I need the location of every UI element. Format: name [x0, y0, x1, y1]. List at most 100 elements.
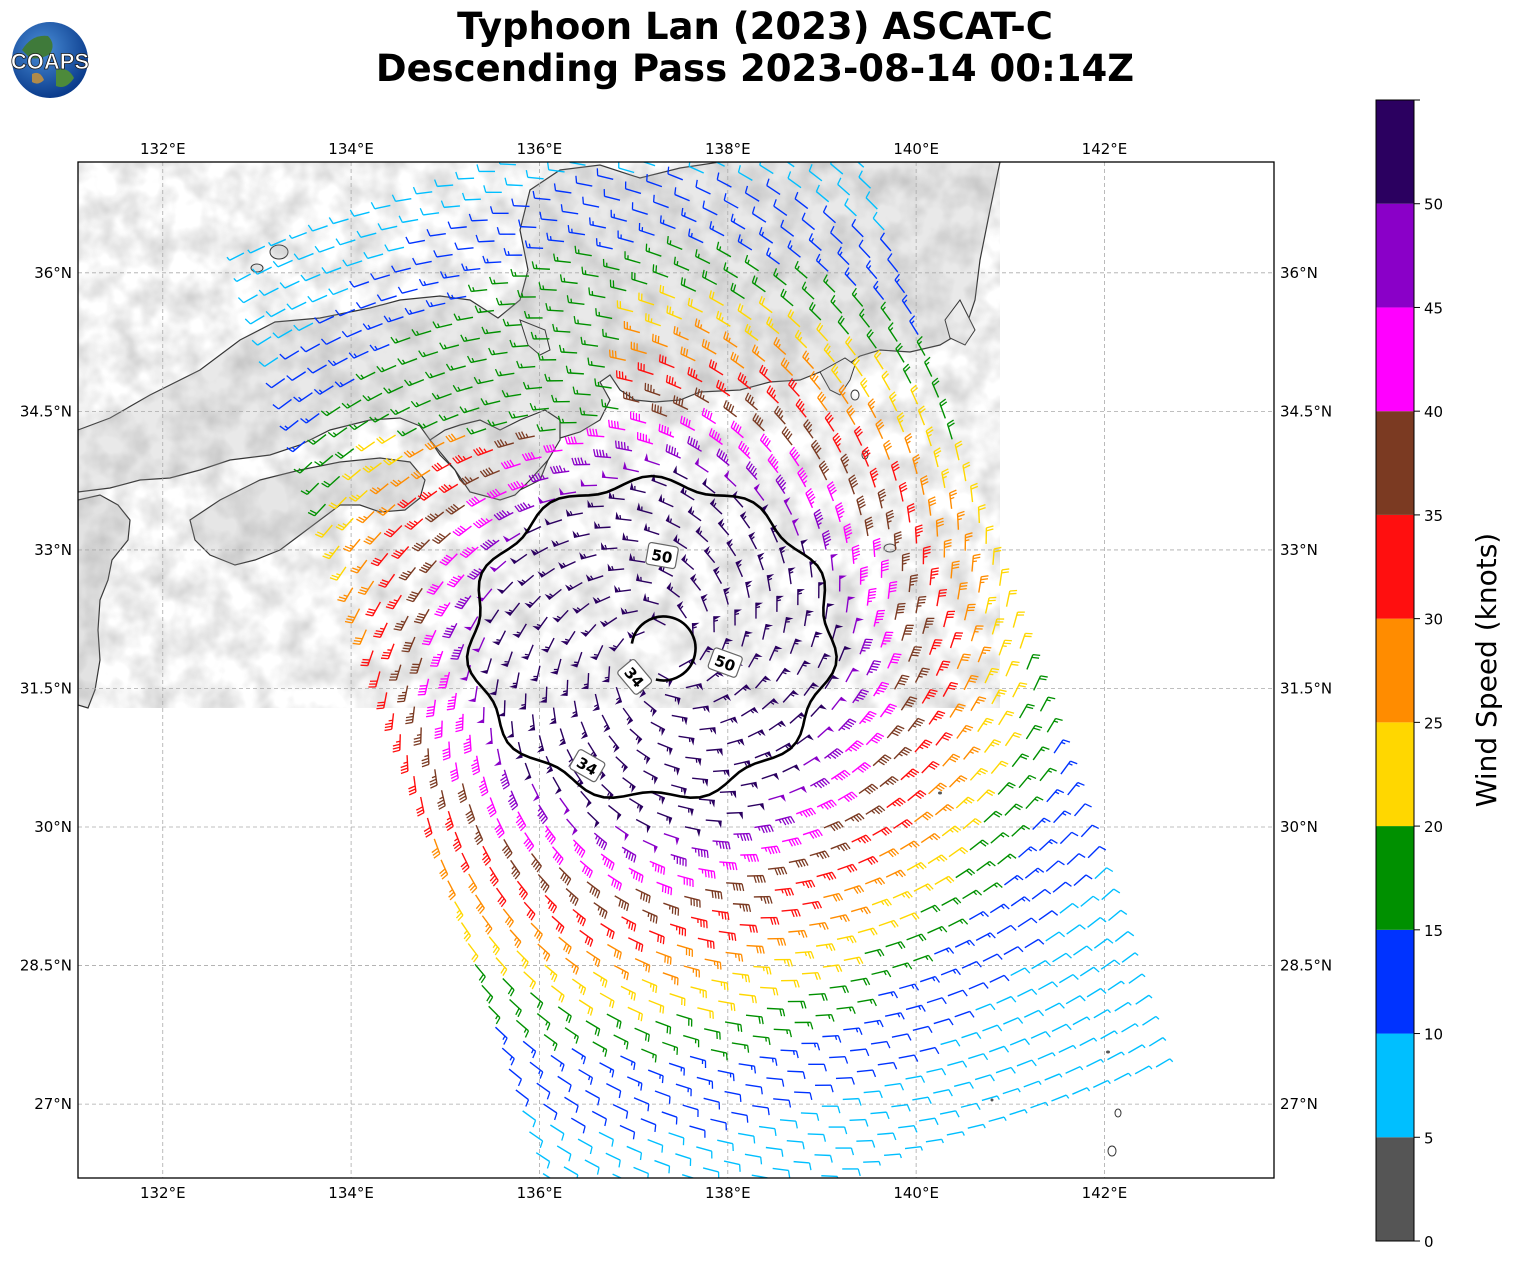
wind-barb — [593, 902, 608, 919]
wind-barb — [1024, 867, 1045, 879]
wind-barb — [1128, 1044, 1146, 1054]
wind-barb — [783, 497, 793, 515]
wind-barb — [723, 587, 731, 605]
wind-barb — [538, 282, 557, 291]
wind-barb — [516, 950, 529, 969]
wind-barb — [652, 264, 669, 278]
wind-barb — [634, 958, 651, 973]
wind-barb — [1011, 824, 1031, 837]
wind-barb — [518, 219, 537, 229]
wind-barb — [910, 384, 919, 405]
wind-barb — [350, 559, 368, 574]
wind-barb — [789, 638, 803, 654]
wind-barb — [767, 866, 788, 876]
wind-barb — [768, 794, 786, 802]
wind-barb — [566, 818, 578, 836]
wind-barb — [787, 309, 801, 328]
wind-barb — [946, 1131, 965, 1136]
wind-barb — [1079, 966, 1100, 977]
wind-barb — [674, 187, 690, 202]
wind-barb — [705, 819, 722, 829]
wind-barb — [314, 315, 335, 324]
wind-barb — [572, 386, 591, 396]
wind-barb — [251, 336, 272, 346]
wind-barb — [633, 1097, 650, 1112]
wind-barb — [706, 748, 723, 757]
wind-barb — [655, 951, 672, 965]
wind-barb — [780, 219, 795, 237]
wind-barb — [695, 525, 709, 543]
wind-barb — [733, 832, 753, 842]
wind-barb — [1045, 860, 1065, 872]
wind-barb — [459, 476, 480, 486]
wind-barb — [616, 300, 634, 313]
wind-barb — [778, 545, 787, 564]
wind-barb — [383, 455, 403, 466]
wind-barb — [948, 846, 969, 858]
wind-barb — [885, 509, 895, 530]
wind-barb — [754, 675, 772, 689]
wind-barb — [376, 504, 396, 516]
wind-barb — [335, 238, 356, 246]
wind-barb — [877, 1061, 898, 1070]
wind-barb — [397, 685, 409, 703]
wind-barb — [586, 428, 605, 438]
oki-island — [269, 244, 289, 260]
lat-tick-label-left: 34.5°N — [20, 402, 72, 420]
wind-barb — [293, 392, 313, 403]
wind-barb — [694, 387, 710, 404]
wind-barb — [417, 420, 438, 429]
wind-barb — [934, 947, 955, 955]
wind-barb — [265, 308, 286, 318]
wind-barb — [969, 767, 988, 781]
wind-barb — [390, 336, 411, 344]
wind-barb — [962, 818, 982, 830]
wind-barb — [495, 887, 507, 908]
wind-barb — [357, 580, 375, 596]
wind-barb — [466, 355, 487, 364]
wind-barb — [486, 797, 497, 818]
wind-barb — [496, 227, 516, 235]
wind-barb — [856, 1069, 877, 1078]
wind-barb — [794, 1091, 813, 1101]
wind-barb — [745, 1084, 763, 1095]
wind-barb — [540, 637, 555, 653]
wind-barb — [328, 287, 349, 296]
wind-barb — [677, 874, 694, 888]
lon-tick-label-bottom: 136°E — [517, 1184, 563, 1202]
wind-barb — [783, 616, 794, 633]
wind-barb — [430, 650, 444, 667]
wind-barb — [449, 762, 459, 782]
wind-barb — [355, 371, 376, 381]
wind-barb — [694, 457, 709, 473]
wind-barb — [548, 707, 557, 725]
wind-barb — [1044, 1073, 1063, 1081]
wind-barb — [578, 999, 594, 1016]
wind-barb — [328, 496, 347, 510]
wind-barb — [397, 497, 417, 509]
wind-barb — [969, 839, 989, 851]
wind-barb — [1066, 924, 1086, 935]
wind-barb — [1017, 988, 1038, 997]
wind-barb — [341, 399, 362, 409]
wind-barb — [418, 350, 439, 358]
wind-barb — [1031, 960, 1052, 970]
wind-barb — [901, 294, 912, 315]
wind-barb — [942, 681, 959, 697]
wind-barb — [401, 636, 416, 653]
wind-barb — [320, 336, 341, 345]
wind-barb — [691, 847, 709, 859]
wind-barb — [1009, 1038, 1030, 1046]
wind-barb — [580, 336, 599, 347]
wind-barb — [900, 768, 920, 781]
wind-barb — [705, 888, 723, 900]
wind-barb — [584, 1159, 600, 1175]
wind-barb — [654, 1159, 671, 1174]
wind-barb — [522, 381, 543, 390]
wind-barb — [815, 253, 829, 272]
wind-barb — [523, 310, 543, 319]
wind-barb — [844, 740, 864, 753]
wind-barb — [871, 898, 892, 907]
wind-barb — [475, 894, 485, 915]
wind-barb — [801, 1042, 821, 1051]
